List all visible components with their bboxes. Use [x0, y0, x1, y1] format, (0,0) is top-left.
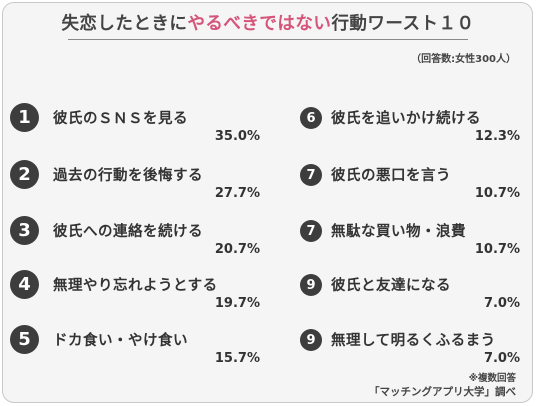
title-underline	[68, 39, 468, 40]
item-label: 無理やり忘れようとする	[53, 278, 218, 294]
rank-badge: 9	[300, 329, 322, 351]
rank-badge: 1	[10, 103, 39, 132]
item-percent: 35.0%	[214, 129, 260, 144]
title-accent: やるべきではない	[187, 14, 332, 34]
source-credit: 「マッチングアプリ大学」調べ	[369, 386, 516, 398]
item-percent: 20.7%	[214, 242, 260, 257]
item-percent: 19.7%	[214, 296, 260, 311]
item-label: 過去の行動を後悔する	[53, 168, 203, 184]
title-prefix: 失恋したときに	[61, 14, 188, 34]
item-percent: 7.0%	[483, 296, 520, 311]
item-label: 彼氏への連絡を続ける	[53, 224, 203, 240]
item-label: 彼氏と友達になる	[331, 278, 451, 294]
rank-badge: 9	[300, 274, 322, 296]
rank-badge: 3	[10, 216, 39, 245]
respondents-note: （回答数:女性300人）	[411, 54, 516, 65]
item-label: ドカ食い・やけ食い	[53, 333, 188, 349]
item-label: 無駄な買い物・浪費	[331, 224, 466, 240]
item-label: 無理して明るくふるまう	[331, 333, 496, 349]
rank-badge: 7	[300, 220, 322, 242]
item-percent: 15.7%	[214, 351, 260, 366]
rank-badge: 6	[300, 107, 322, 129]
item-percent: 12.3%	[474, 129, 520, 144]
page-title: 失恋したときにやるべきではない行動ワースト１０	[0, 10, 536, 35]
rank-badge: 7	[300, 164, 322, 186]
item-label: 彼氏のＳＮＳを見る	[53, 111, 188, 127]
title-suffix: 行動ワースト１０	[331, 14, 475, 34]
multiple-answer-note: ※複数回答	[468, 373, 516, 384]
item-percent: 10.7%	[474, 186, 520, 201]
item-percent: 10.7%	[474, 242, 520, 257]
rank-badge: 4	[10, 270, 39, 299]
item-label: 彼氏の悪口を言う	[331, 168, 451, 184]
item-label: 彼氏を追いかけ続ける	[331, 111, 481, 127]
infographic-card	[2, 2, 533, 403]
item-percent: 7.0%	[483, 351, 520, 366]
rank-badge: 2	[10, 160, 39, 189]
rank-badge: 5	[10, 325, 39, 354]
item-percent: 27.7%	[214, 186, 260, 201]
